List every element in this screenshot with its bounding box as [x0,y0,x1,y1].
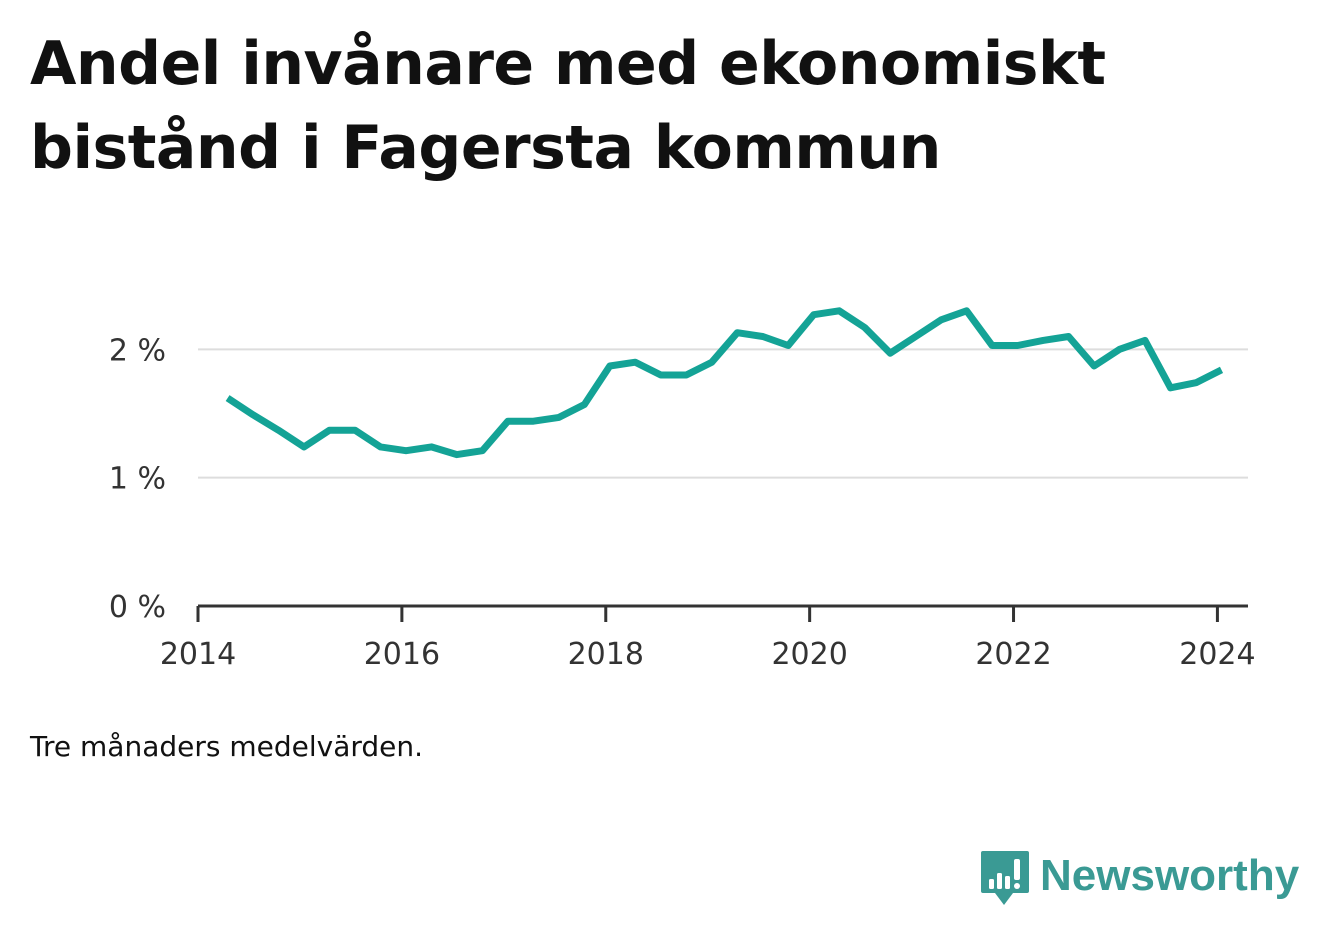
x-tick-label: 2024 [1179,637,1255,672]
chart-title: Andel invånare med ekonomiskt bistånd i … [30,22,1230,190]
newsworthy-logo-icon [981,851,1029,905]
y-tick-label: 0 % [109,590,166,625]
chart-title-line-2: bistånd i Fagersta kommun [30,113,941,183]
y-tick-label: 2 % [109,333,166,368]
series-layer [225,307,1224,459]
brand-name: Newsworthy [1040,851,1300,900]
gridlines [198,348,1248,479]
x-tick-label: 2020 [771,637,847,672]
x-tick-label: 2018 [568,637,644,672]
x-tick-label: 2014 [160,637,236,672]
x-tick-labels: 2014 2016 2018 2020 2022 2024 [160,637,1256,672]
line-chart: 0 % 1 % 2 % 2014 2016 2018 2020 2022 2024 [109,307,1256,672]
x-tick-label: 2022 [975,637,1051,672]
chart-note: Tre månaders medelvärden. [30,730,424,763]
y-tick-labels: 0 % 1 % 2 % [109,333,166,625]
brand: Newsworthy [980,848,1299,912]
chart-title-line-1: Andel invånare med ekonomiskt [30,29,1106,99]
y-tick-label: 1 % [109,462,166,497]
x-tick-label: 2016 [364,637,440,672]
series-line [225,307,1224,459]
x-axis [196,604,1248,622]
